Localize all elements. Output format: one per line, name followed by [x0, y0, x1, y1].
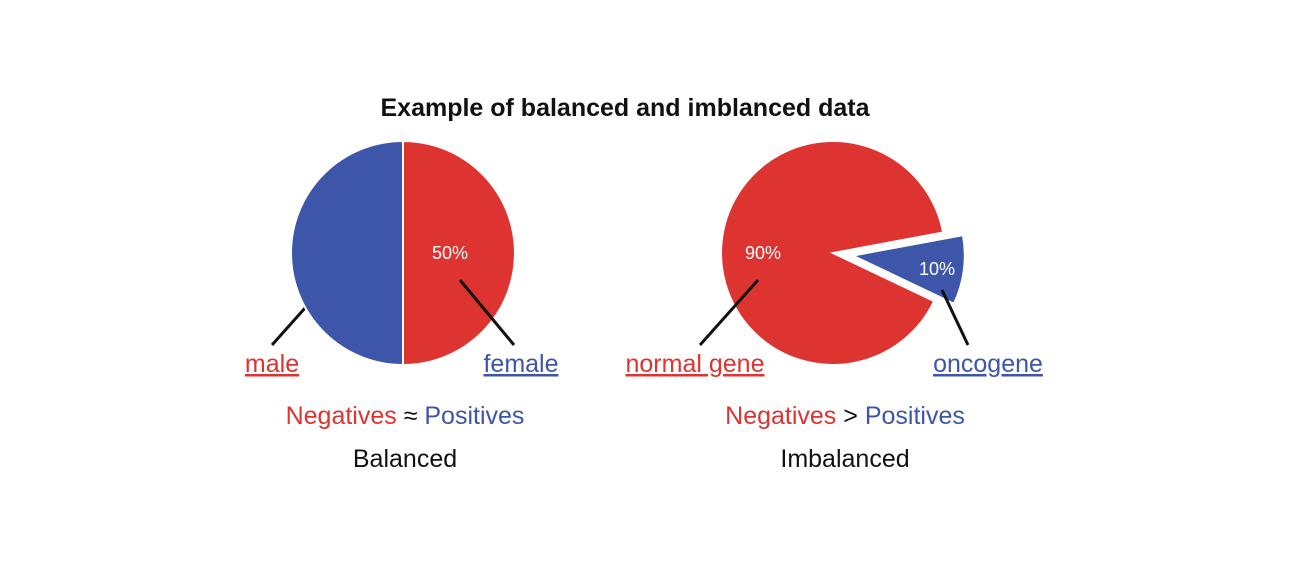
slice-category-label: female — [483, 350, 558, 378]
leader-line — [698, 279, 760, 346]
summary-line: Negatives ≈ Positives — [286, 402, 525, 430]
pie-chart-2: 90% normal gene 10% oncogene Negatives > Pos… — [626, 140, 1043, 473]
slice-category-label: male — [245, 350, 299, 378]
chart-caption: Balanced — [353, 445, 457, 473]
summary-positives: Positives — [865, 402, 965, 430]
leader-line — [940, 289, 970, 346]
slice-percent-label: 50% — [432, 243, 468, 263]
slice-percent-label: 10% — [919, 259, 955, 279]
pie-slice-oncogene — [849, 233, 966, 306]
summary-negatives: Negatives — [725, 402, 836, 430]
summary-line: Negatives > Positives — [725, 402, 965, 430]
pie-slice-normal-gene — [720, 140, 945, 366]
pie-slice-male — [402, 139, 516, 367]
chart-caption: Imbalanced — [780, 445, 909, 473]
summary-operator: ≈ — [397, 402, 425, 430]
leader-line — [458, 279, 516, 346]
slice-category-label: normal gene — [626, 350, 765, 378]
chart-title: Example of balanced and imblanced data — [380, 94, 870, 122]
slice-category-label: oncogene — [933, 350, 1043, 378]
summary-negatives: Negatives — [286, 402, 397, 430]
pie-slice-female — [290, 139, 404, 367]
summary-operator: > — [836, 402, 865, 430]
summary-positives: Positives — [424, 402, 524, 430]
slice-percent-label: 90% — [745, 243, 781, 263]
